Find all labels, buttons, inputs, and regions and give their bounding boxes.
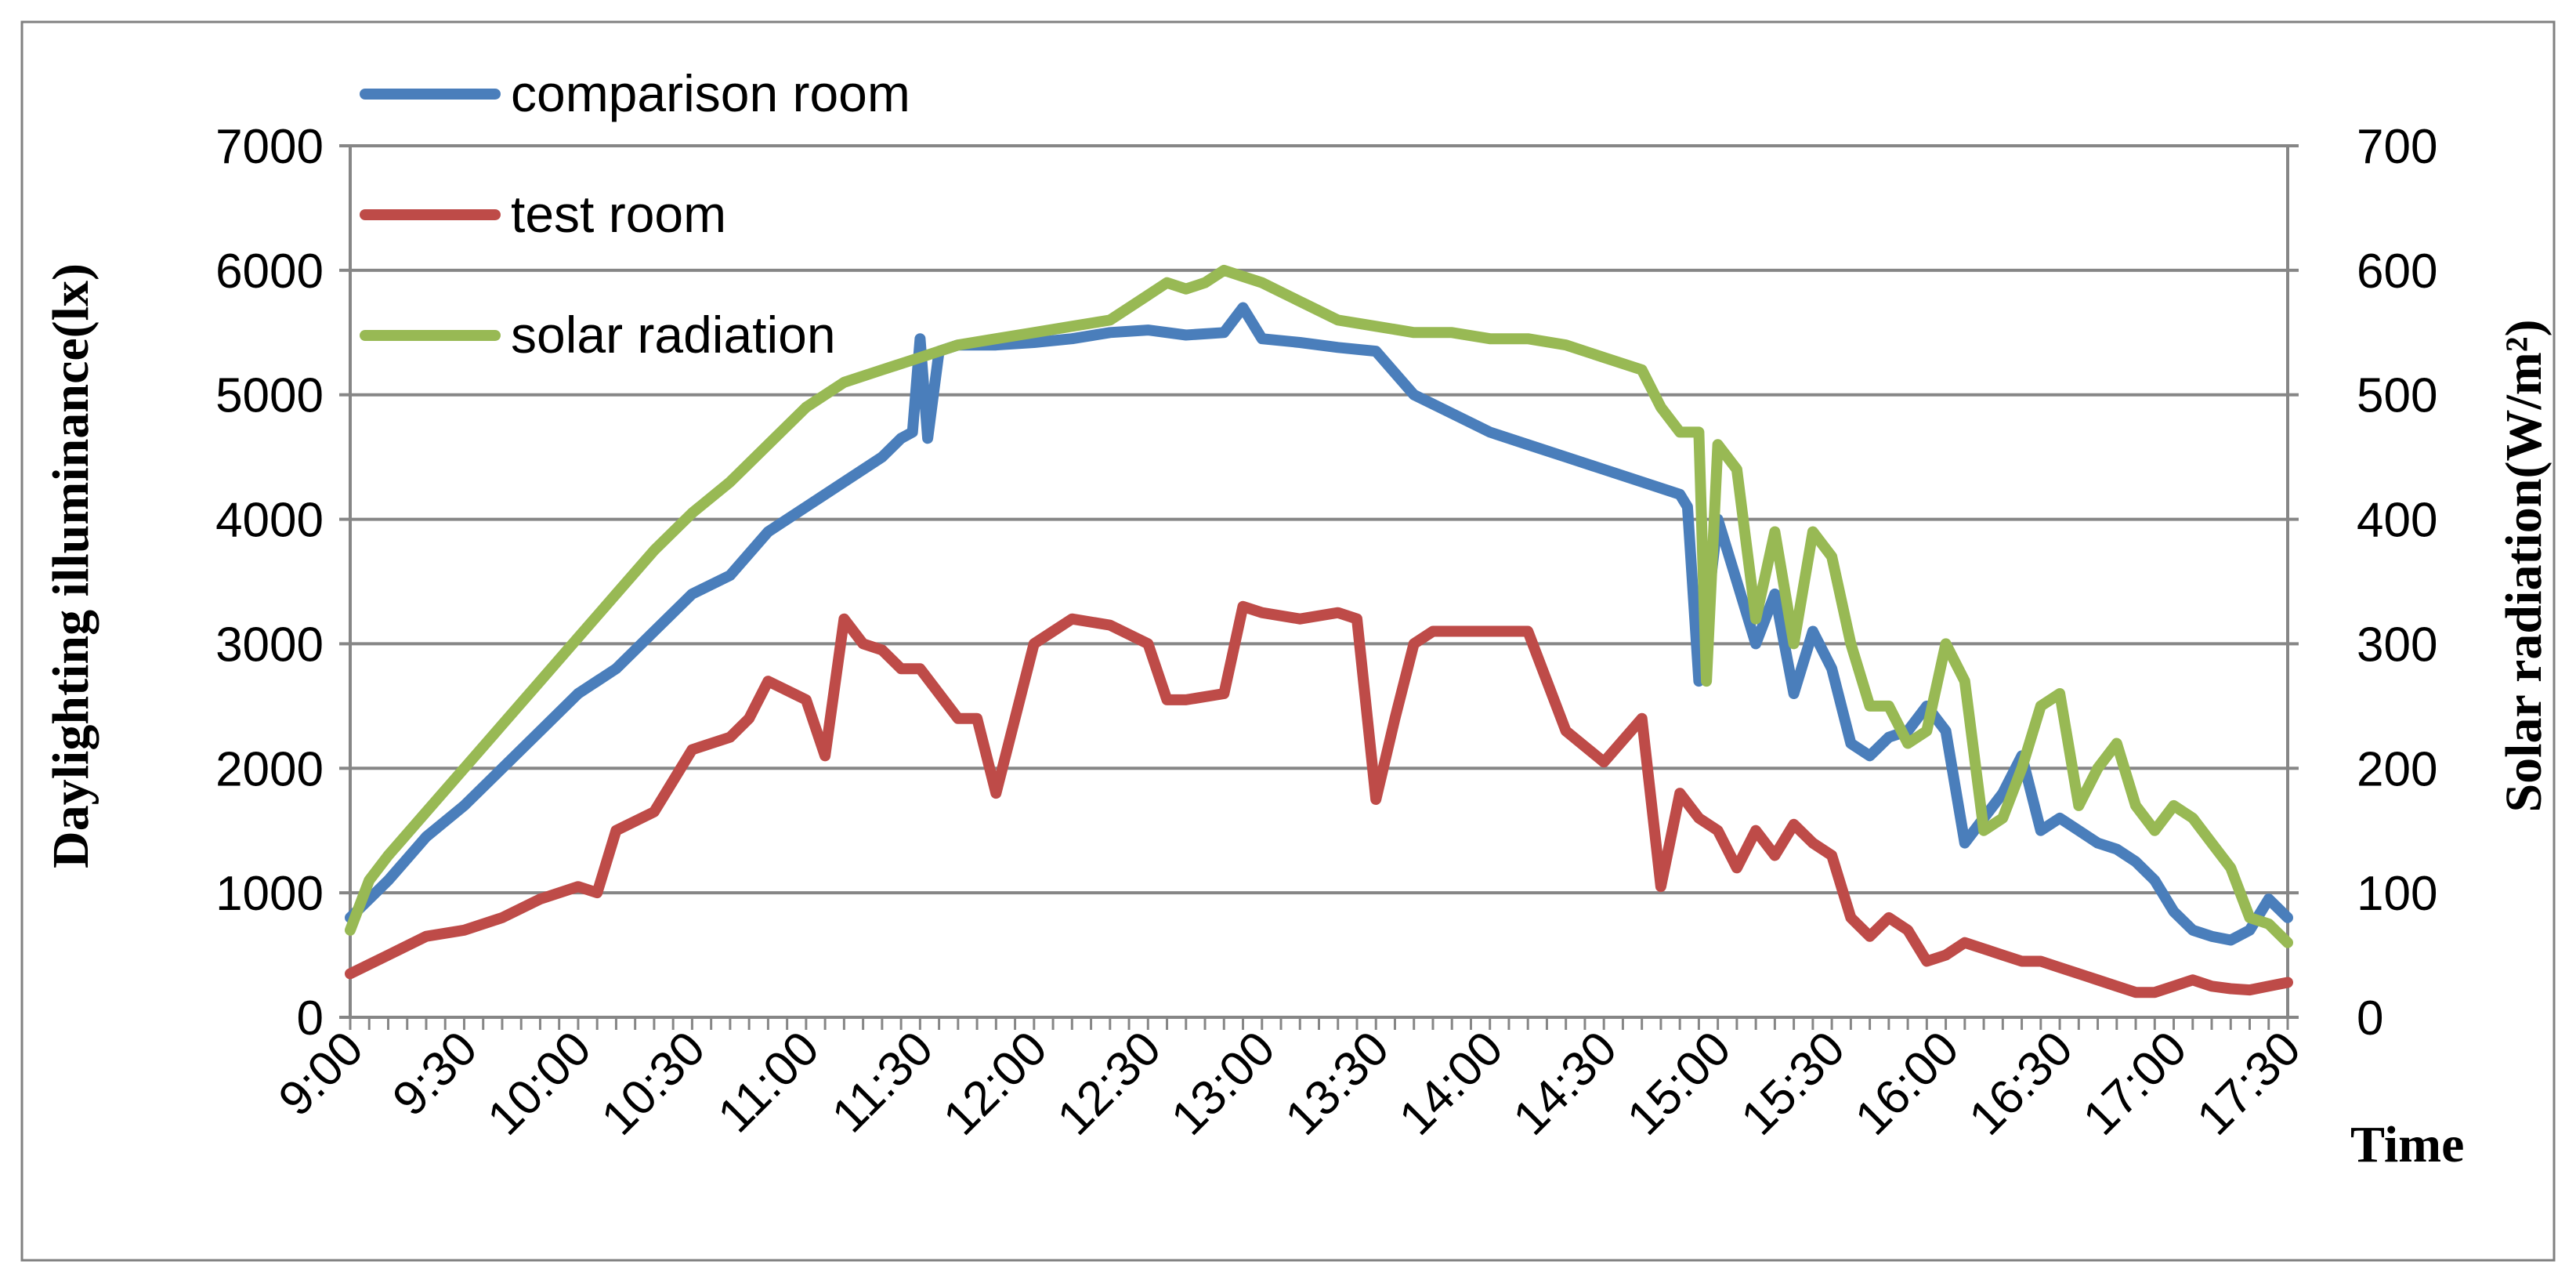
y-tick-label: 0 xyxy=(297,991,324,1046)
legend-item-test-room: test room xyxy=(511,185,726,243)
solar-radiation-line xyxy=(345,264,2293,948)
legend-item-comparison-room: comparison room xyxy=(511,64,910,122)
y2-tick-label: 400 xyxy=(2357,494,2437,548)
y2-tick-label: 600 xyxy=(2357,245,2437,299)
y-axis-right-tick-labels: 0 100 200 300 400 500 600 700 xyxy=(2357,120,2437,1046)
test-room-line xyxy=(345,600,2293,998)
comparison-room-line xyxy=(345,302,2293,946)
legend: comparison room test room solar radiation xyxy=(360,64,910,364)
y-tick-label: 7000 xyxy=(215,120,324,174)
chart-border xyxy=(20,20,2556,1262)
y2-tick-label: 200 xyxy=(2357,742,2437,796)
legend-item-solar-radiation: solar radiation xyxy=(511,306,836,364)
y2-tick-label: 300 xyxy=(2357,618,2437,672)
y-tick-label: 6000 xyxy=(215,245,324,299)
y2-tick-label: 700 xyxy=(2357,120,2437,174)
y2-tick-label: 500 xyxy=(2357,369,2437,423)
y-tick-label: 1000 xyxy=(215,867,324,921)
series-lines xyxy=(345,264,2293,998)
y-axis-left-tick-labels: 0 1000 2000 3000 4000 5000 6000 7000 xyxy=(215,120,324,1046)
y-axis-left-title: Daylighting illuminance(lx) xyxy=(42,263,99,868)
axes xyxy=(339,144,2299,1030)
gridlines xyxy=(350,144,2288,895)
y2-tick-label: 100 xyxy=(2357,867,2437,921)
y-tick-label: 4000 xyxy=(215,494,324,548)
x-axis-title: Time xyxy=(2350,1116,2464,1173)
y-tick-label: 3000 xyxy=(215,618,324,672)
y-tick-label: 2000 xyxy=(215,742,324,796)
y-axis-right-title: Solar radiation(W/m²) xyxy=(2495,319,2552,812)
y2-tick-label: 0 xyxy=(2357,991,2383,1046)
y-tick-label: 5000 xyxy=(215,369,324,423)
